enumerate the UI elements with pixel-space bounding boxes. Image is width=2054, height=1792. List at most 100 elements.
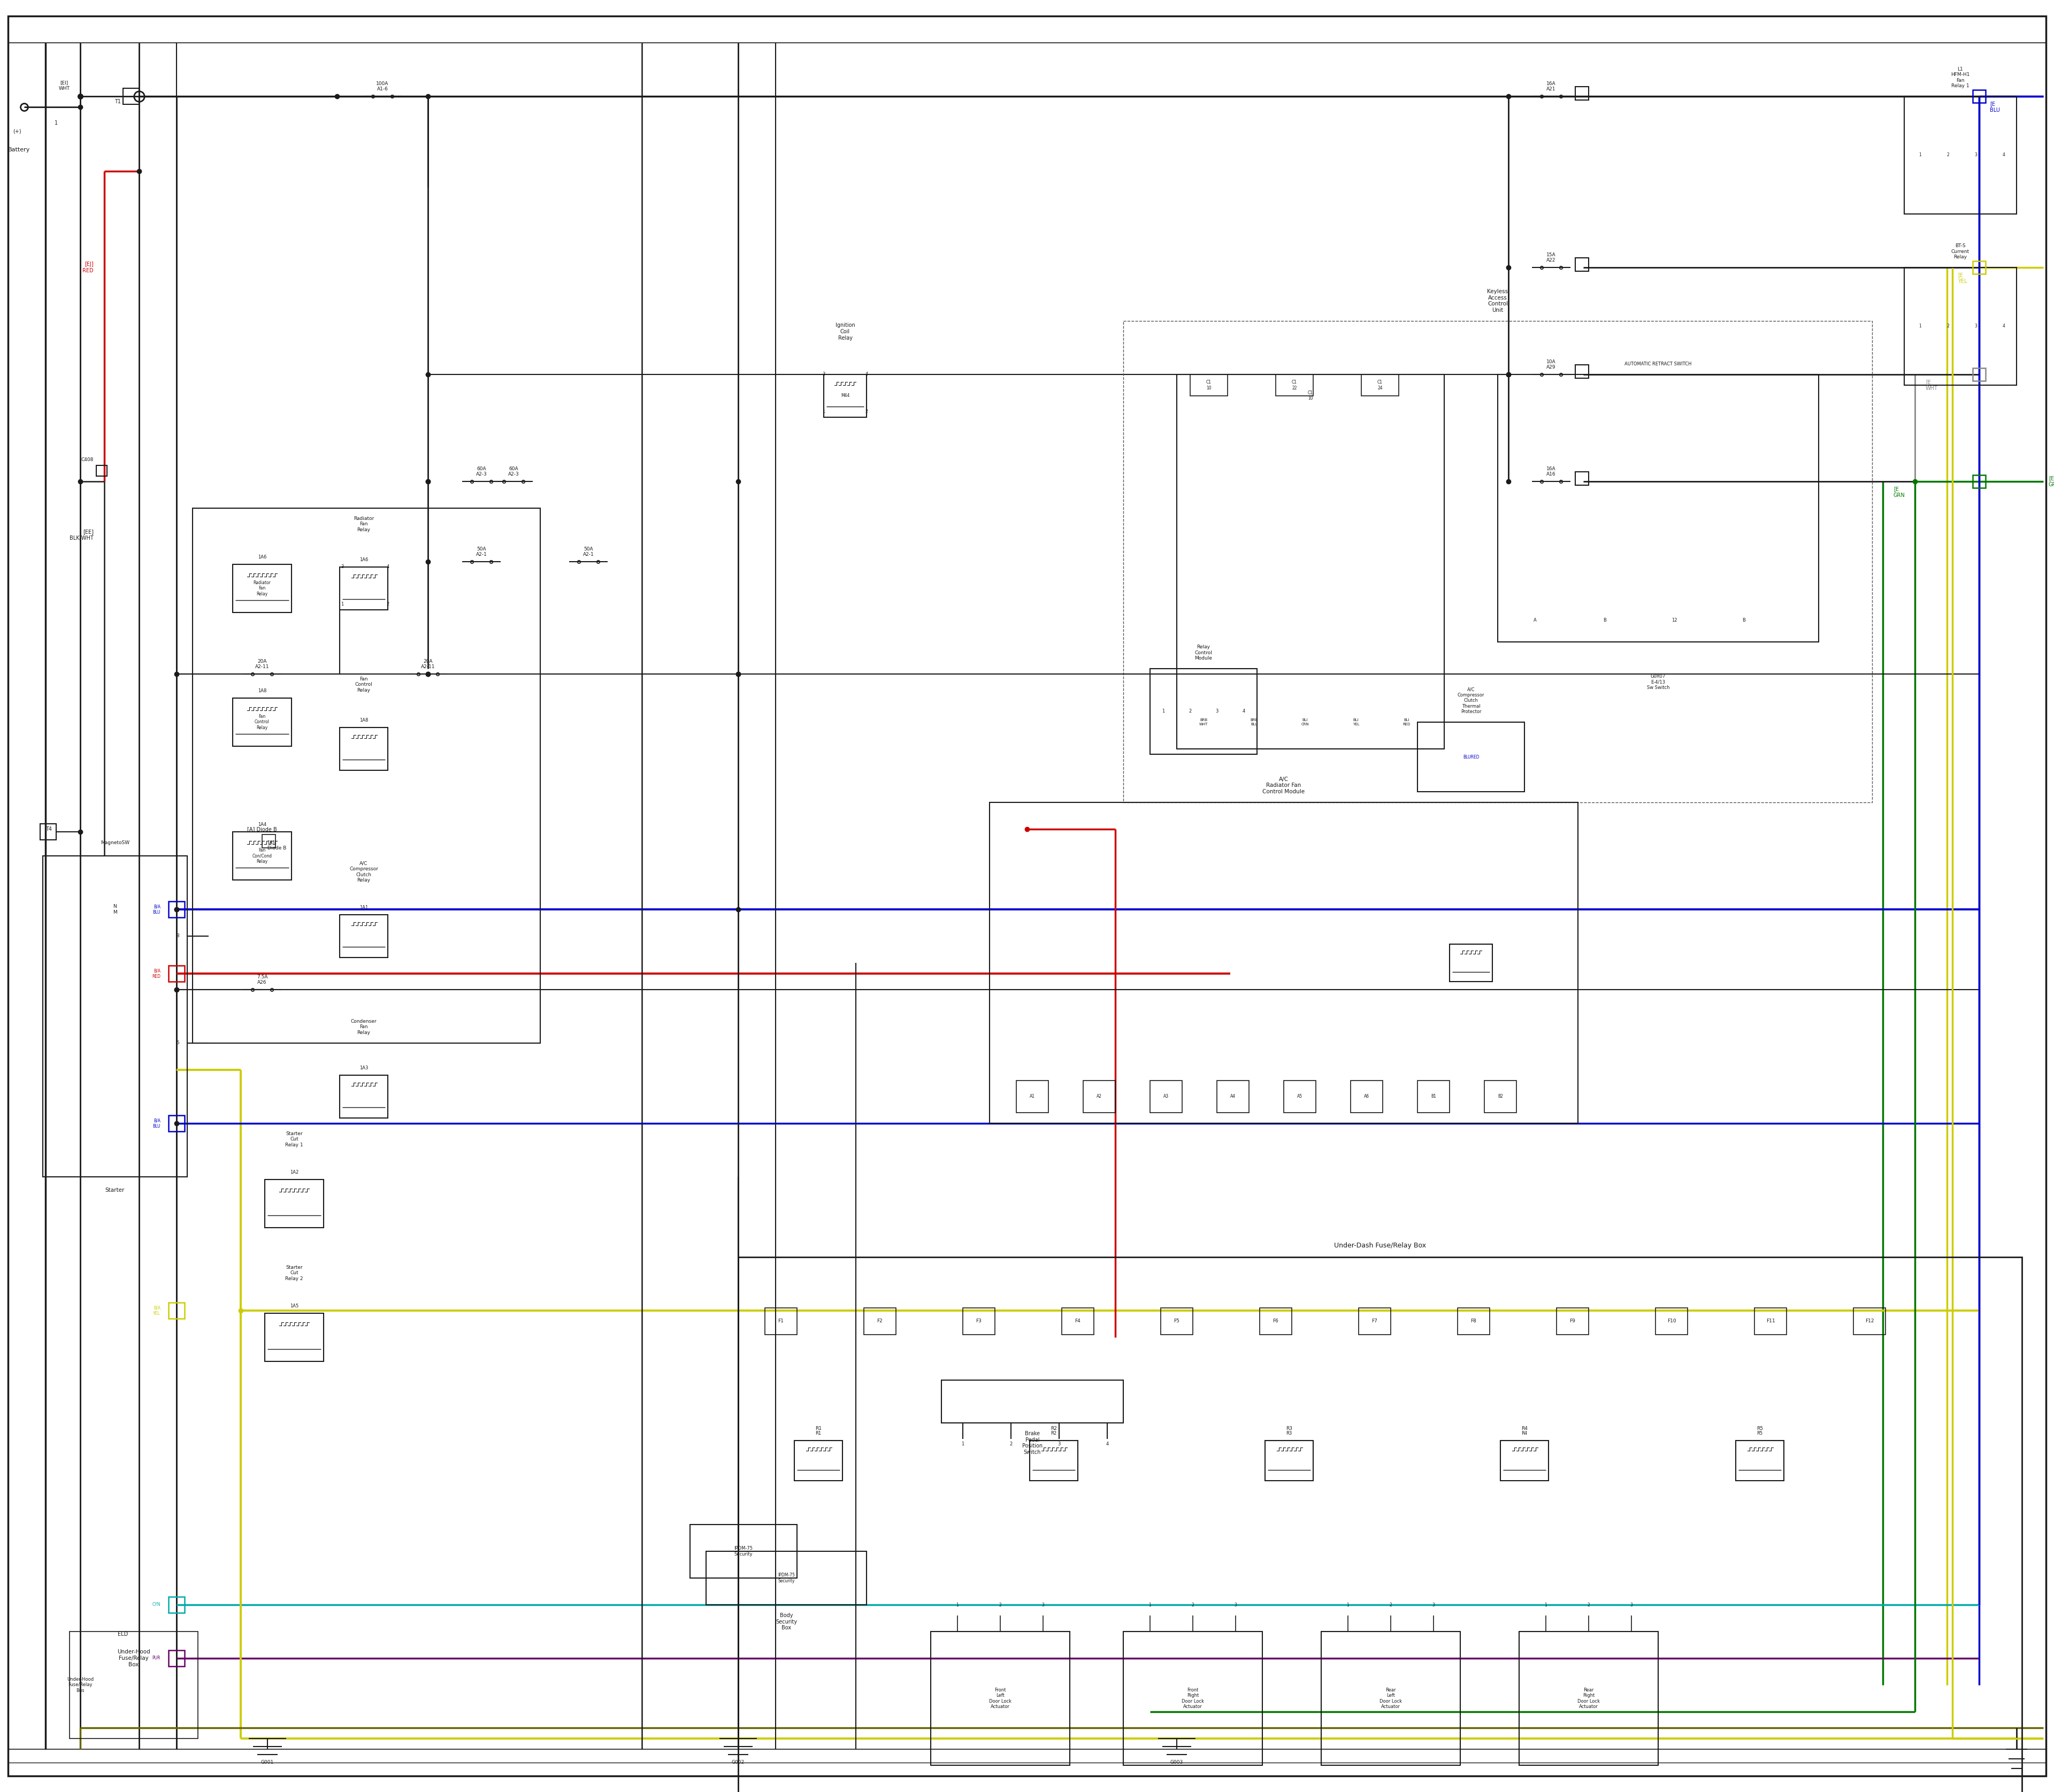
- Text: 1: 1: [1918, 152, 1923, 158]
- Bar: [930, 1631, 1070, 1765]
- Bar: [963, 1308, 994, 1335]
- Bar: [70, 1631, 197, 1738]
- Text: R5: R5: [1756, 1432, 1762, 1435]
- Bar: [690, 1525, 797, 1579]
- Text: [E
BLU: [E BLU: [1990, 100, 2001, 113]
- Text: B/A
BLU: B/A BLU: [152, 905, 160, 914]
- Bar: [1904, 97, 2017, 213]
- Text: 2: 2: [865, 410, 869, 414]
- Text: 4: 4: [865, 373, 869, 376]
- Bar: [1499, 1441, 1549, 1480]
- Bar: [1575, 471, 1588, 486]
- Text: R1: R1: [815, 1432, 822, 1435]
- Text: 3: 3: [1234, 1602, 1237, 1607]
- Text: Radiator
Fan
Relay: Radiator Fan Relay: [353, 516, 374, 532]
- Text: 4: 4: [2003, 324, 2005, 328]
- Bar: [1972, 367, 1986, 382]
- Text: Ignition
Coil
Relay: Ignition Coil Relay: [836, 323, 854, 340]
- Bar: [1904, 267, 2017, 385]
- Text: R4: R4: [1522, 1426, 1528, 1432]
- Text: F12: F12: [1865, 1319, 1873, 1324]
- Text: A4: A4: [1230, 1095, 1237, 1098]
- Text: R2: R2: [1052, 1432, 1056, 1435]
- Bar: [1177, 375, 1444, 749]
- Bar: [737, 1256, 2021, 1792]
- Text: 2: 2: [1189, 710, 1191, 713]
- Text: Starter
Cut
Relay 1: Starter Cut Relay 1: [286, 1131, 304, 1147]
- Bar: [941, 1380, 1124, 1423]
- Text: MagnetoSW: MagnetoSW: [101, 840, 129, 846]
- Text: A5: A5: [1296, 1095, 1302, 1098]
- Text: 1: 1: [1545, 1602, 1547, 1607]
- Bar: [1150, 668, 1257, 754]
- Bar: [1161, 1308, 1193, 1335]
- Bar: [1352, 1081, 1382, 1113]
- Text: B/A
BLU: B/A BLU: [152, 1118, 160, 1129]
- Text: F10: F10: [1668, 1319, 1676, 1324]
- Bar: [1150, 1081, 1183, 1113]
- Text: F5: F5: [1175, 1319, 1179, 1324]
- Text: B/A
RED: B/A RED: [152, 968, 160, 978]
- Text: T1: T1: [115, 99, 121, 104]
- Text: F11: F11: [1766, 1319, 1775, 1324]
- Bar: [1216, 1081, 1249, 1113]
- Text: 1A4: 1A4: [257, 823, 267, 826]
- Text: 3: 3: [1058, 1441, 1060, 1446]
- Text: [EI]
WHT: [EI] WHT: [60, 81, 70, 91]
- Text: 10A
A29: 10A A29: [1547, 360, 1557, 369]
- Text: 4: 4: [1243, 710, 1245, 713]
- Text: Brake
Pedal
Position
Switch: Brake Pedal Position Switch: [1023, 1432, 1043, 1455]
- Bar: [1358, 1308, 1391, 1335]
- Text: F8: F8: [1471, 1319, 1477, 1324]
- Bar: [1458, 1308, 1489, 1335]
- Text: [EJ]
RED: [EJ] RED: [82, 262, 94, 272]
- Text: Radiator
Fan
Relay: Radiator Fan Relay: [253, 581, 271, 597]
- Bar: [168, 901, 185, 918]
- Text: 3: 3: [822, 373, 826, 376]
- Text: 5: 5: [177, 1041, 179, 1045]
- Bar: [764, 1308, 797, 1335]
- Text: 1A6: 1A6: [257, 556, 267, 559]
- Text: 1: 1: [55, 120, 58, 125]
- Bar: [265, 1314, 325, 1362]
- Bar: [1082, 1081, 1115, 1113]
- Text: Fan
Con/Cond
Relay: Fan Con/Cond Relay: [253, 848, 271, 864]
- Text: PUR: PUR: [152, 1656, 160, 1661]
- Text: R4: R4: [1522, 1432, 1528, 1435]
- Text: 12: 12: [1672, 618, 1676, 624]
- Bar: [707, 1552, 867, 1606]
- Text: 1: 1: [957, 1602, 959, 1607]
- Text: N
M: N M: [113, 905, 117, 914]
- Bar: [1362, 375, 1399, 396]
- Text: R3: R3: [1286, 1432, 1292, 1435]
- Bar: [1189, 375, 1228, 396]
- Bar: [339, 1075, 388, 1118]
- Text: C1
22: C1 22: [1292, 380, 1298, 391]
- Text: IPDM-75
Security: IPDM-75 Security: [733, 1546, 754, 1557]
- Bar: [1417, 722, 1524, 792]
- Text: BRB
WHT: BRB WHT: [1200, 719, 1208, 726]
- Text: C408: C408: [80, 457, 94, 462]
- Bar: [865, 1308, 896, 1335]
- Text: Starter: Starter: [105, 1188, 125, 1193]
- Text: C1
10: C1 10: [1206, 380, 1212, 391]
- Text: F1: F1: [778, 1319, 785, 1324]
- Text: 1A2: 1A2: [290, 1170, 298, 1176]
- Text: ELD: ELD: [117, 1631, 127, 1636]
- Text: 2: 2: [1011, 1441, 1013, 1446]
- Bar: [1972, 262, 1986, 274]
- Text: 2: 2: [998, 1602, 1002, 1607]
- Bar: [1575, 258, 1588, 271]
- Text: 2: 2: [1588, 1602, 1590, 1607]
- Text: 1: 1: [1918, 324, 1923, 328]
- Bar: [1754, 1308, 1787, 1335]
- Text: F6: F6: [1273, 1319, 1280, 1324]
- Text: C1
10: C1 10: [1308, 391, 1313, 401]
- Text: A/C
Compressor
Clutch
Thermal
Protector: A/C Compressor Clutch Thermal Protector: [1458, 686, 1485, 715]
- Text: IPDM-75
Security: IPDM-75 Security: [778, 1573, 795, 1582]
- Text: 1A8: 1A8: [257, 688, 267, 694]
- Bar: [1124, 321, 1871, 803]
- Text: Battery: Battery: [8, 147, 31, 152]
- Text: 2: 2: [1947, 152, 1949, 158]
- Text: Rear
Right
Door Lock
Actuator: Rear Right Door Lock Actuator: [1577, 1688, 1600, 1710]
